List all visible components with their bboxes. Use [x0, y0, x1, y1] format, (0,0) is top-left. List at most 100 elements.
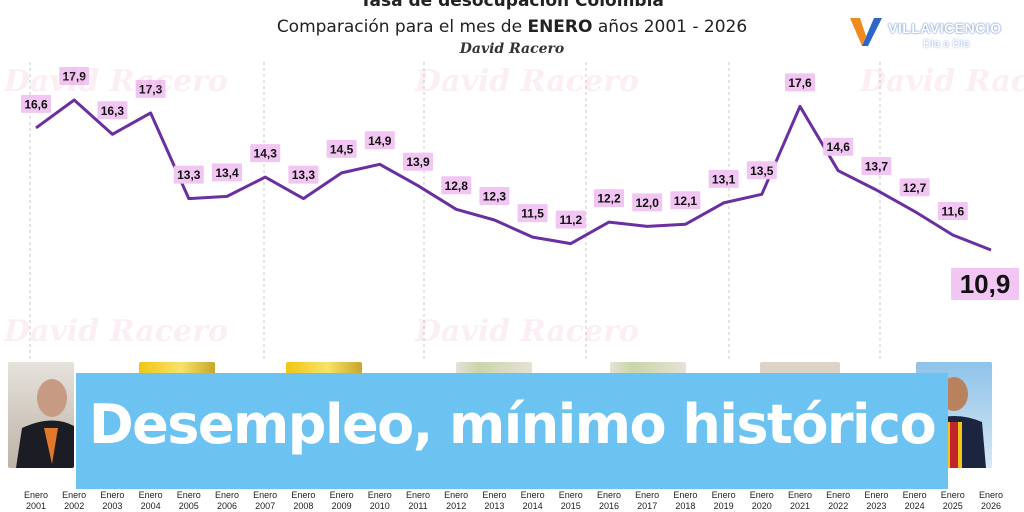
- data-label-text: 11,6: [941, 205, 964, 219]
- data-label: 12,2: [594, 189, 624, 208]
- x-tick-label: Enero 2015: [558, 490, 583, 511]
- data-label: 12,1: [670, 191, 701, 210]
- data-label-box: [899, 178, 930, 197]
- x-tick-label: Enero 2021: [787, 490, 813, 511]
- headline-banner: Desempleo, mínimo histórico: [76, 373, 948, 489]
- x-tick-label: Enero 2012: [444, 490, 469, 511]
- data-label: 16,6: [21, 94, 51, 113]
- x-tick-label: Enero 2016: [596, 490, 622, 511]
- data-label-text: 14,6: [827, 140, 851, 154]
- x-tick-label: Enero 2023: [864, 490, 889, 511]
- brand-name: VILLAVICENCIO: [888, 20, 1002, 36]
- data-label: 16,3: [97, 101, 128, 120]
- x-tick-label: Enero 2001: [23, 490, 49, 511]
- data-label-box: [173, 165, 204, 184]
- data-label: 12,0: [632, 193, 663, 212]
- chart-title: Tasa de desocupación Colombia: [360, 0, 664, 11]
- data-label-text: 12,1: [674, 194, 698, 208]
- headline-text: Desempleo, mínimo histórico: [88, 393, 937, 456]
- x-tick-label: Enero 2020: [749, 490, 774, 511]
- data-label-text: 16,3: [101, 104, 125, 118]
- data-label-text: 14,9: [368, 134, 392, 148]
- data-label: 11,5: [517, 204, 548, 223]
- data-label-box: [555, 210, 586, 229]
- data-label: 13,5: [746, 161, 777, 180]
- watermark: David Racero: [4, 314, 228, 349]
- x-tick-label: Enero 2003: [100, 490, 125, 511]
- data-label: 17,3: [135, 79, 166, 98]
- data-label: 14,6: [823, 137, 854, 156]
- x-tick-label: Enero 2008: [291, 490, 316, 511]
- data-label-box: [670, 191, 701, 210]
- brand-logo: VILLAVICENCIO Día a Día: [848, 14, 1018, 54]
- data-label-box: [326, 139, 357, 158]
- data-label: 13,3: [288, 165, 319, 184]
- data-label: 11,6: [937, 202, 968, 220]
- x-tick-label: Enero 2006: [214, 490, 240, 511]
- data-label-text: 13,3: [177, 168, 201, 182]
- data-label-box: [364, 131, 395, 150]
- data-label-text: 11,5: [521, 207, 544, 221]
- data-label-text: 13,7: [865, 160, 889, 174]
- x-tick-label: Enero 2004: [138, 490, 163, 511]
- data-label-text: 12,2: [597, 192, 621, 206]
- author-signature: David Racero: [459, 41, 565, 57]
- data-label: 13,4: [212, 163, 242, 182]
- data-label-text: 16,6: [24, 97, 48, 111]
- data-label-text: 11,2: [559, 213, 582, 227]
- data-label-box: [135, 79, 166, 98]
- data-label: 13,1: [708, 169, 739, 188]
- data-label: 17,9: [59, 67, 90, 85]
- watermark: David Racero: [4, 64, 228, 99]
- data-label-box: [632, 193, 663, 212]
- data-label-text: 13,3: [292, 168, 316, 182]
- x-tick-label: Enero 2011: [405, 490, 431, 511]
- data-label: 14,3: [250, 144, 281, 163]
- x-tick-label: Enero 2014: [520, 490, 545, 511]
- data-label-box: [403, 152, 433, 171]
- data-label-box: [250, 144, 281, 163]
- watermark: David Racero: [415, 314, 639, 349]
- x-tick-label: Enero 2017: [635, 490, 660, 511]
- data-label-box: [479, 187, 510, 205]
- v-logo-icon: [850, 18, 882, 46]
- data-label-text: 10,9: [960, 269, 1011, 299]
- chart-gridlines: [29, 62, 881, 360]
- data-label-text: 13,9: [406, 155, 430, 169]
- x-tick-label: Enero 2005: [176, 490, 201, 511]
- data-label-box: [594, 189, 624, 208]
- data-label: 13,7: [861, 157, 892, 175]
- data-label-text: 14,3: [254, 147, 278, 161]
- x-tick-label: Enero 2019: [711, 490, 736, 511]
- data-label-text: 12,3: [483, 190, 507, 204]
- data-label-text: 13,1: [712, 172, 736, 186]
- highlight-data-label: 10,9: [951, 268, 1019, 300]
- data-label-text: 12,0: [636, 196, 660, 210]
- data-label: 14,5: [326, 139, 357, 158]
- watermark: David Racero: [860, 64, 1024, 99]
- data-label-box: [59, 67, 90, 85]
- x-tick-label: Enero 2013: [482, 490, 507, 511]
- data-label-text: 12,7: [903, 181, 927, 195]
- data-label-box: [951, 268, 1019, 300]
- data-label: 14,9: [364, 131, 395, 150]
- data-label: 12,7: [899, 178, 930, 197]
- data-label-text: 14,5: [330, 142, 354, 156]
- series-line: [35, 98, 992, 252]
- data-label-text: 12,8: [445, 179, 469, 193]
- data-label: 11,2: [555, 210, 586, 229]
- data-label-box: [937, 202, 968, 220]
- data-label-text: 17,6: [788, 76, 812, 90]
- x-tick-label: Enero 2009: [329, 490, 354, 511]
- data-label: 13,3: [173, 165, 204, 184]
- data-label-box: [861, 157, 892, 175]
- data-label-box: [441, 176, 472, 195]
- x-tick-label: Enero 2025: [940, 490, 965, 511]
- x-tick-label: Enero 2007: [253, 490, 278, 511]
- data-label-box: [746, 161, 777, 180]
- x-tick-label: Enero 2018: [673, 490, 698, 511]
- data-label-box: [823, 137, 854, 156]
- x-tick-label: Enero 2026: [978, 490, 1004, 511]
- x-tick-label: Enero 2022: [826, 490, 851, 511]
- brand-tagline: Día a Día: [923, 38, 970, 50]
